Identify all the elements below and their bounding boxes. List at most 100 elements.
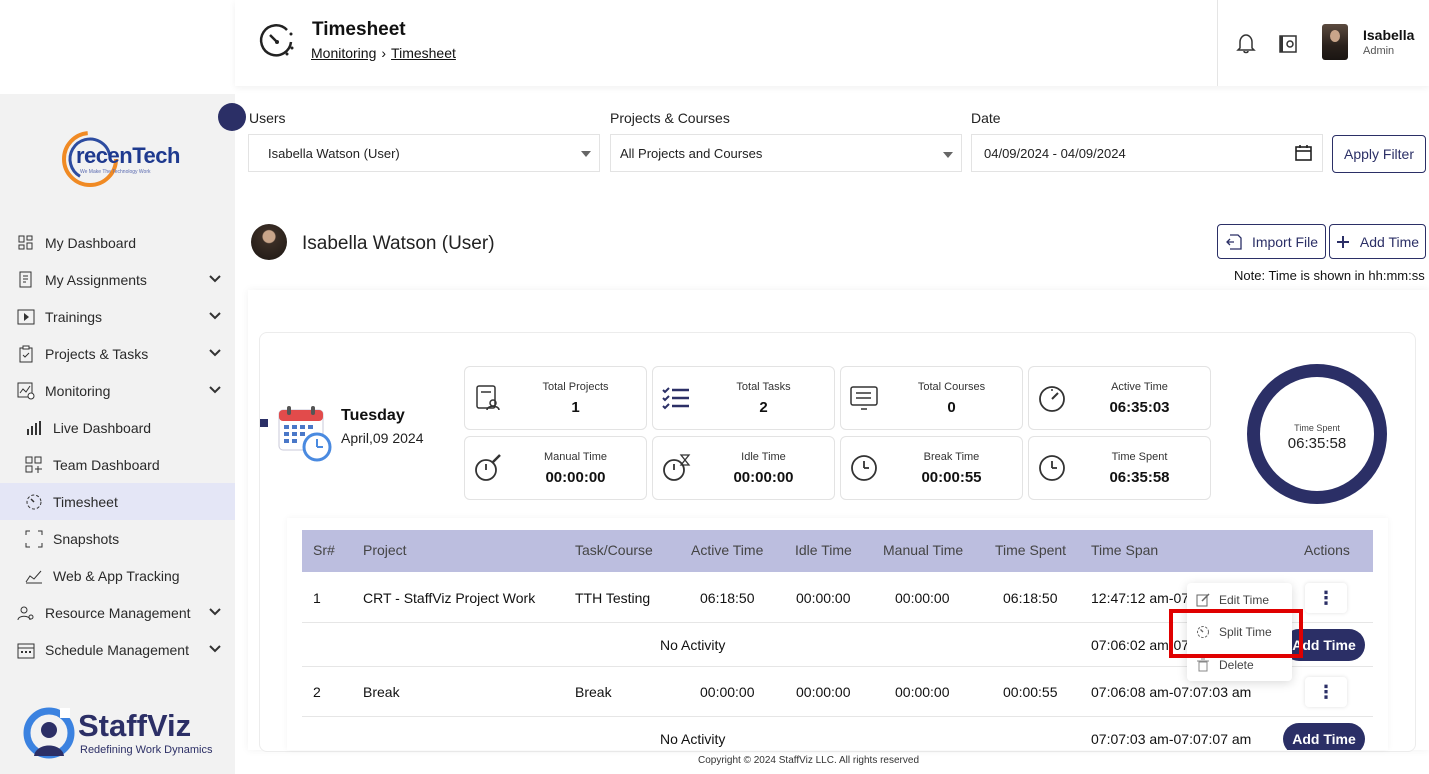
projects-select[interactable]: All Projects and Courses: [610, 134, 962, 172]
trash-icon: [1197, 658, 1209, 672]
sidebar-item-label: Web & App Tracking: [53, 567, 180, 584]
bell-icon[interactable]: [1235, 32, 1257, 54]
stat-label: Total Projects: [542, 381, 609, 393]
menu-item-edit-time[interactable]: Edit Time: [1187, 586, 1292, 614]
row-actions-menu: Edit Time Split Time Delete: [1187, 583, 1292, 681]
date-range-input[interactable]: 04/09/2024 - 04/09/2024: [971, 134, 1323, 172]
chevron-down-icon[interactable]: [207, 271, 223, 287]
ring-label: Time Spent: [1294, 423, 1340, 433]
row-actions-button[interactable]: ⋮: [1305, 583, 1347, 613]
sidebar-item-schedule-management[interactable]: Schedule Management: [0, 631, 235, 668]
users-select[interactable]: Isabella Watson (User): [248, 134, 600, 172]
cell-time-spent: 06:18:50: [1003, 590, 1058, 606]
menu-item-split-time[interactable]: Split Time: [1187, 618, 1292, 646]
sidebar-item-web-app-tracking[interactable]: Web & App Tracking: [0, 557, 235, 594]
sidebar-item-label: Trainings: [45, 308, 103, 325]
breadcrumb-monitoring[interactable]: Monitoring: [311, 45, 377, 61]
sidebar-item-label: Schedule Management: [45, 641, 189, 658]
chevron-down-icon[interactable]: [207, 382, 223, 398]
sidebar-nav: My Dashboard My Assignments Trainings Pr…: [0, 224, 235, 668]
stat-value: 06:35:58: [1109, 469, 1170, 486]
cell-task: TTH Testing: [575, 590, 651, 606]
col-time-span: Time Span: [1091, 542, 1159, 558]
sidebar-item-timesheet[interactable]: Timesheet: [0, 483, 235, 520]
sidebar-item-monitoring[interactable]: Monitoring: [0, 372, 235, 409]
row-divider: [302, 716, 1373, 717]
cell-sr: 1: [313, 590, 321, 606]
brand-tagline: Redefining Work Dynamics: [80, 744, 213, 756]
gauge-icon: [1039, 386, 1065, 412]
chevron-right-icon: ›: [381, 45, 387, 61]
kebab-icon: ⋮: [1317, 681, 1335, 702]
play-icon: [16, 307, 36, 327]
sidebar-item-team-dashboard[interactable]: Team Dashboard: [0, 446, 235, 483]
add-time-button[interactable]: Add Time: [1329, 224, 1426, 259]
user-avatar: [251, 224, 287, 260]
stat-total-projects: Total Projects 1: [464, 366, 647, 430]
day-date: April,09 2024: [341, 430, 424, 446]
avatar[interactable]: [1322, 24, 1348, 60]
document-settings-icon[interactable]: [1278, 33, 1300, 55]
staffviz-logo: StaffViz Redefining Work Dynamics: [22, 706, 222, 762]
sidebar-item-label: Team Dashboard: [53, 456, 160, 473]
import-file-button[interactable]: Import File: [1217, 224, 1326, 259]
assignments-icon: [16, 270, 36, 290]
date-label: Date: [971, 110, 1001, 126]
cell-sr: 2: [313, 684, 321, 700]
header-user-name: Isabella: [1363, 27, 1415, 43]
sidebar-item-my-assignments[interactable]: My Assignments: [0, 261, 235, 298]
stat-value: 1: [571, 399, 580, 416]
stat-label: Total Courses: [917, 381, 986, 393]
import-file-label: Import File: [1251, 233, 1319, 250]
stat-total-tasks: Total Tasks 2: [652, 366, 835, 430]
footer-copyright: Copyright © 2024 StaffViz LLC. All right…: [698, 755, 920, 766]
highlight-box: [1169, 609, 1303, 658]
header-divider: [1217, 0, 1218, 86]
row-add-time-button[interactable]: Add Time: [1283, 723, 1365, 750]
chevron-down-icon[interactable]: [207, 604, 223, 620]
sidebar-item-my-dashboard[interactable]: My Dashboard: [0, 224, 235, 261]
sidebar-item-label: My Assignments: [45, 271, 147, 288]
timesheet-clock-icon: [259, 24, 294, 57]
calendar-icon[interactable]: [1295, 144, 1312, 161]
cell-time-spent: 00:00:55: [1003, 684, 1058, 700]
stat-label: Active Time: [1111, 381, 1168, 393]
row-actions-button[interactable]: ⋮: [1305, 677, 1347, 707]
sidebar-item-live-dashboard[interactable]: Live Dashboard: [0, 409, 235, 446]
breadcrumb-timesheet[interactable]: Timesheet: [391, 45, 456, 61]
col-idle-time: Idle Time: [795, 542, 852, 558]
sidebar-item-snapshots[interactable]: Snapshots: [0, 520, 235, 557]
col-time-spent: Time Spent: [995, 542, 1067, 558]
row-divider: [302, 622, 1373, 623]
users-select-value: Isabella Watson (User): [268, 145, 400, 161]
sidebar-item-projects-tasks[interactable]: Projects & Tasks: [0, 335, 235, 372]
calendar-icon: [16, 640, 36, 660]
menu-item-delete[interactable]: Delete: [1187, 651, 1292, 679]
import-file-icon: [1226, 233, 1242, 250]
cell-no-activity: No Activity: [660, 637, 726, 653]
cell-task: Break: [575, 684, 612, 700]
timer-icon: [1197, 626, 1209, 638]
breadcrumb: Monitoring › Timesheet: [311, 45, 456, 61]
users-gear-icon: [16, 603, 36, 623]
company-logo: recenTech We Make The Technology Work: [60, 129, 180, 193]
cell-project: CRT - StaffViz Project Work: [363, 590, 536, 606]
apply-filter-button[interactable]: Apply Filter: [1332, 135, 1426, 173]
stat-break-time: Break Time 00:00:55: [840, 436, 1023, 500]
sidebar-item-label: Monitoring: [45, 382, 111, 399]
logo-text: recenTech: [76, 143, 180, 168]
chevron-down-icon[interactable]: [207, 345, 223, 361]
chevron-down-icon[interactable]: [207, 641, 223, 657]
cell-active-time: 00:00:00: [700, 684, 755, 700]
manual-clock-icon: [475, 454, 501, 481]
sidebar-item-trainings[interactable]: Trainings: [0, 298, 235, 335]
table-header: Sr# Project Task/Course Active Time Idle…: [302, 530, 1373, 572]
caret-down-icon: [581, 151, 591, 157]
add-time-label: Add Time: [1359, 233, 1420, 250]
chevron-down-icon[interactable]: [207, 308, 223, 324]
sidebar-item-resource-management[interactable]: Resource Management: [0, 594, 235, 631]
stat-value: 00:00:55: [921, 469, 982, 486]
cell-manual-time: 00:00:00: [895, 590, 950, 606]
sidebar-toggle[interactable]: [218, 103, 246, 131]
menu-item-label: Delete: [1219, 658, 1254, 672]
